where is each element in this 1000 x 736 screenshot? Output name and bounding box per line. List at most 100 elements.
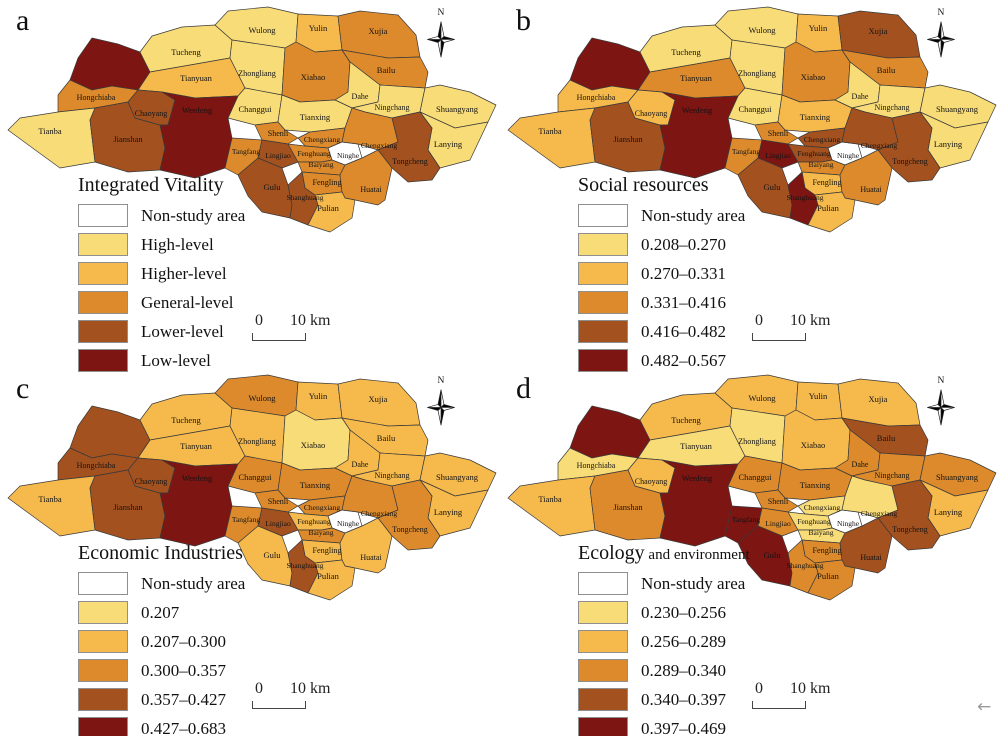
north-arrow-icon: N — [920, 4, 962, 69]
region-label: Tangfang — [732, 147, 760, 156]
region-label: Lingjiao — [265, 151, 291, 160]
region-label: Tangfang — [232, 147, 260, 156]
region-huatai — [839, 517, 893, 574]
compass-point — [927, 404, 942, 408]
legend-swatch — [78, 349, 128, 372]
legend-swatch — [578, 320, 628, 343]
compass-rose: N — [427, 375, 455, 426]
region-label: Jianshan — [613, 502, 643, 512]
region-label: Jianshan — [113, 502, 143, 512]
scroll-left-arrow[interactable]: ← — [977, 697, 992, 717]
legend-item-label: 0.207 — [141, 602, 180, 622]
region-label: Bailu — [377, 65, 396, 75]
region-label: Dahe — [852, 460, 869, 469]
scale-bracket — [752, 333, 806, 341]
region-label: Yulin — [809, 391, 828, 401]
scale-labels: 0 10 km — [755, 680, 831, 697]
scale-bar: 0 10 km — [250, 312, 345, 341]
compass-point — [440, 407, 455, 411]
legend-swatch — [578, 349, 628, 372]
legend-item: Low-level — [78, 349, 245, 372]
region-label: Chengxiang — [804, 503, 840, 512]
region-label: Tianxing — [300, 112, 331, 122]
region-label: Shenli — [768, 497, 789, 506]
legend-swatch — [578, 204, 628, 227]
legend-item-label: Higher-level — [141, 263, 227, 283]
region-label: Ningchang — [374, 103, 409, 112]
legend-item: 0.482–0.567 — [578, 349, 745, 372]
legend-swatch — [78, 204, 128, 227]
region-label: Jianshan — [613, 134, 643, 144]
legend-item-label: 0.331–0.416 — [641, 292, 726, 312]
compass-point — [427, 404, 442, 408]
region-label: Shanghuang — [286, 561, 323, 570]
legend-item-label: Non-study area — [141, 205, 246, 225]
legend-swatch — [578, 601, 628, 624]
region-label: Baiyang — [809, 160, 834, 169]
legend-swatch — [578, 572, 628, 595]
region-label: Xiabao — [801, 440, 826, 450]
region-label: Ningchang — [874, 471, 909, 480]
legend-item: Non-study area — [78, 204, 245, 227]
legend-item-label: 0.300–0.357 — [141, 660, 226, 680]
region-label: Tucheng — [671, 415, 701, 425]
region-label: Ninghe — [337, 151, 360, 160]
map-social-resources: Tucheng Wulong Yulin Xujia Tianyuan Zhonglian… — [500, 0, 1000, 240]
region-wenfeng — [659, 459, 739, 547]
region-label: Gulu — [264, 550, 282, 560]
panel-a: a Tucheng Wulong Yulin Xujia Tianyuan Zhongli… — [0, 0, 500, 372]
region-pulian — [307, 559, 356, 601]
panel-c: c Tucheng Wulong Yulin Xujia Tianyuan Zhongli… — [0, 368, 500, 736]
legend-item: Non-study area — [78, 572, 245, 595]
region-lingjiao — [757, 139, 799, 169]
legend-title: Social resources — [578, 174, 709, 196]
region-tongcheng — [877, 111, 941, 183]
region-tianba — [507, 475, 596, 537]
legend: Economic Industries Non-study area 0.207 0… — [78, 542, 245, 736]
region-label: Wenfeng — [682, 473, 713, 483]
region-label: Gulu — [764, 550, 782, 560]
region-label: Dahe — [352, 92, 369, 101]
region-label: Changgui — [738, 104, 772, 114]
region-label: Yulin — [309, 391, 328, 401]
region-label: Fengling — [812, 178, 841, 187]
region-label: Changgui — [238, 472, 272, 482]
scale-bracket — [752, 701, 806, 709]
region-label: Ninghe — [837, 519, 860, 528]
region-map: Tucheng Wulong Yulin Xujia Tianyuan Zhonglian… — [507, 6, 997, 233]
legend-swatch — [578, 717, 628, 736]
region-tianba — [7, 107, 96, 169]
region-label: Wulong — [248, 393, 276, 403]
legend-swatch — [78, 601, 128, 624]
legend-swatch — [78, 572, 128, 595]
region-label: Xujia — [369, 26, 388, 36]
region-label: Tongcheng — [392, 157, 427, 166]
compass-point — [927, 36, 942, 40]
legend-swatch — [578, 291, 628, 314]
legend-swatch — [78, 291, 128, 314]
region-lingjiao — [257, 139, 299, 169]
north-arrow-icon: N — [920, 372, 962, 437]
legend-swatch — [578, 659, 628, 682]
region-label: Chengxiang — [861, 509, 897, 518]
legend-title: Economic Industries — [78, 542, 243, 564]
region-lingjiao — [757, 507, 799, 537]
region-label: Tianba — [538, 126, 562, 136]
region-label: Shenli — [268, 129, 289, 138]
legend-title: Integrated Vitality — [78, 174, 224, 196]
region-tianba — [7, 475, 96, 537]
legend-item: 0.270–0.331 — [578, 262, 745, 285]
legend-item: 0.331–0.416 — [578, 291, 745, 314]
panel-letter: d — [516, 372, 531, 405]
map-economic-industries: Tucheng Wulong Yulin Xujia Tianyuan Zhonglian… — [0, 368, 500, 608]
region-label: Yulin — [809, 23, 828, 33]
region-pulian — [807, 191, 856, 233]
legend-item-label: High-level — [141, 234, 214, 254]
legend-swatch — [78, 717, 128, 736]
region-label: Shanghuang — [786, 561, 823, 570]
legend-item-label: Lower-level — [141, 321, 224, 341]
scale-bracket — [252, 701, 306, 709]
region-label: Fenghuang — [297, 149, 331, 158]
legend-item-label: Non-study area — [641, 205, 746, 225]
region-label: Tianxing — [800, 480, 831, 490]
